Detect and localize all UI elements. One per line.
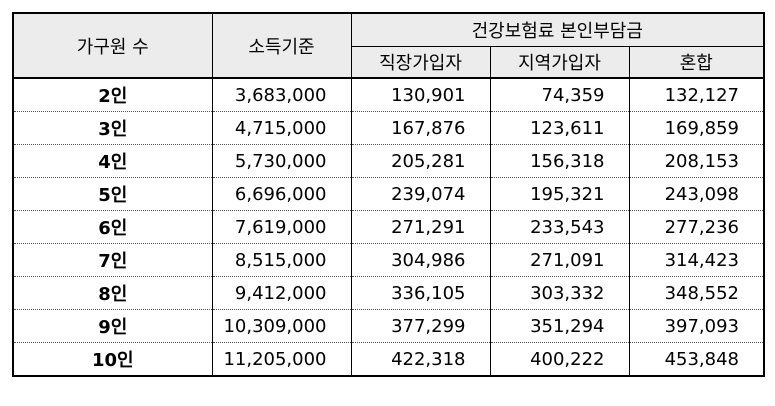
cell-household: 9인	[12, 309, 213, 343]
cell-household: 10인	[12, 342, 213, 376]
cell-employee: 336,105	[350, 276, 491, 310]
table-row: 10인 11,205,000 422,318 400,222 453,848	[12, 342, 765, 376]
header-premium-group: 건강보험료 본인부담금	[350, 12, 765, 47]
cell-income: 11,205,000	[211, 342, 352, 376]
cell-employee: 167,876	[350, 111, 491, 145]
cell-mixed: 169,859	[628, 111, 765, 145]
cell-regional: 400,222	[489, 342, 630, 376]
cell-regional: 74,359	[489, 78, 630, 112]
cell-employee: 130,901	[350, 78, 491, 112]
cell-income: 4,715,000	[211, 111, 352, 145]
premium-table: 가구원 수 소득기준 건강보험료 본인부담금 직장가입자 지역가입자 혼합 2인…	[12, 12, 765, 377]
cell-household: 8인	[12, 276, 213, 310]
cell-employee: 422,318	[350, 342, 491, 376]
header-row-2: 직장가입자 지역가입자 혼합	[13, 46, 765, 79]
cell-income: 5,730,000	[211, 144, 352, 178]
cell-regional: 271,091	[489, 243, 630, 277]
table-row: 5인 6,696,000 239,074 195,321 243,098	[12, 177, 765, 211]
table-row: 8인 9,412,000 336,105 303,332 348,552	[12, 276, 765, 310]
cell-income: 8,515,000	[211, 243, 352, 277]
table-row: 7인 8,515,000 304,986 271,091 314,423	[12, 243, 765, 277]
cell-regional: 303,332	[489, 276, 630, 310]
table-body: 2인 3,683,000 130,901 74,359 132,127 3인 4,715,0…	[12, 78, 765, 376]
cell-income: 10,309,000	[211, 309, 352, 343]
cell-mixed: 277,236	[628, 210, 765, 244]
cell-household: 7인	[12, 243, 213, 277]
cell-mixed: 453,848	[628, 342, 765, 376]
cell-household: 2인	[12, 78, 213, 112]
cell-income: 9,412,000	[211, 276, 352, 310]
cell-regional: 123,611	[489, 111, 630, 145]
cell-employee: 304,986	[350, 243, 491, 277]
cell-income: 7,619,000	[211, 210, 352, 244]
cell-mixed: 208,153	[628, 144, 765, 178]
cell-employee: 377,299	[350, 309, 491, 343]
cell-income: 6,696,000	[211, 177, 352, 211]
cell-employee: 205,281	[350, 144, 491, 178]
cell-regional: 156,318	[489, 144, 630, 178]
table-container: 가구원 수 소득기준 건강보험료 본인부담금 직장가입자 지역가입자 혼합 2인…	[12, 12, 765, 377]
cell-mixed: 314,423	[628, 243, 765, 277]
header-employee: 직장가입자	[350, 46, 491, 79]
cell-regional: 351,294	[489, 309, 630, 343]
header-mixed: 혼합	[628, 46, 765, 79]
cell-mixed: 243,098	[628, 177, 765, 211]
table-header: 가구원 수 소득기준 건강보험료 본인부담금 직장가입자 지역가입자 혼합	[12, 12, 765, 79]
cell-mixed: 397,093	[628, 309, 765, 343]
header-income: 소득기준	[211, 12, 352, 79]
cell-employee: 271,291	[350, 210, 491, 244]
cell-regional: 233,543	[489, 210, 630, 244]
table-row: 9인 10,309,000 377,299 351,294 397,093	[12, 309, 765, 343]
cell-regional: 195,321	[489, 177, 630, 211]
table-row: 6인 7,619,000 271,291 233,543 277,236	[12, 210, 765, 244]
table-row: 2인 3,683,000 130,901 74,359 132,127	[12, 78, 765, 112]
header-regional: 지역가입자	[489, 46, 630, 79]
table-row: 4인 5,730,000 205,281 156,318 208,153	[12, 144, 765, 178]
cell-mixed: 132,127	[628, 78, 765, 112]
table-row: 3인 4,715,000 167,876 123,611 169,859	[12, 111, 765, 145]
cell-household: 6인	[12, 210, 213, 244]
cell-income: 3,683,000	[211, 78, 352, 112]
cell-employee: 239,074	[350, 177, 491, 211]
cell-household: 5인	[12, 177, 213, 211]
cell-household: 3인	[12, 111, 213, 145]
cell-mixed: 348,552	[628, 276, 765, 310]
header-row-1: 가구원 수 소득기준 건강보험료 본인부담금	[12, 12, 765, 79]
cell-household: 4인	[12, 144, 213, 178]
header-household: 가구원 수	[12, 12, 213, 79]
